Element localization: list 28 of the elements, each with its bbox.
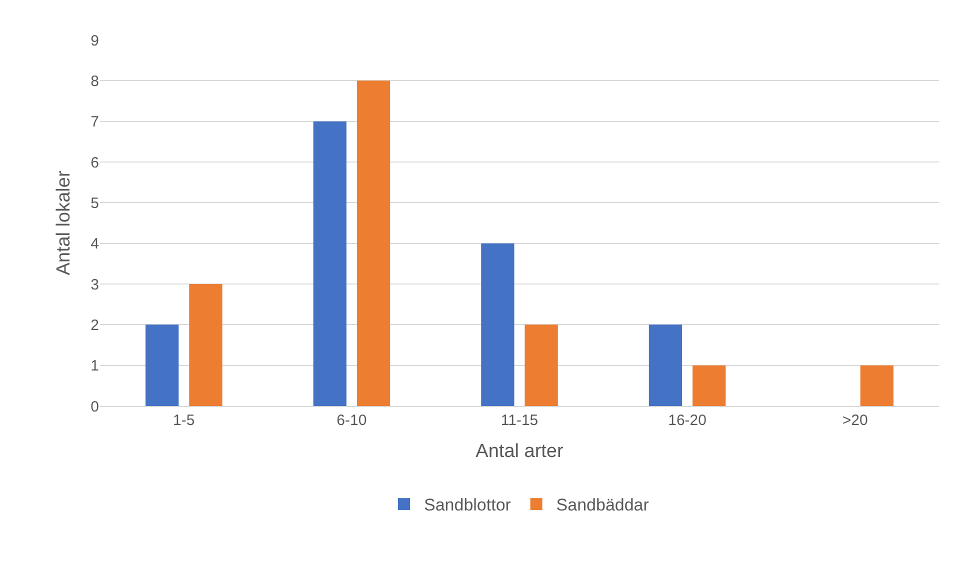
y-tick-label: 3 [90, 276, 99, 294]
y-tick-label: 4 [90, 236, 99, 253]
y-tick-label: 5 [90, 194, 99, 212]
x-tick-label: 11-15 [500, 412, 538, 429]
x-tick-label: 16-20 [668, 412, 706, 429]
y-tick-label: 9 [90, 32, 99, 50]
x-tick-label: >20 [842, 412, 868, 429]
bar [648, 324, 682, 406]
x-axis-title: Antal arter [476, 440, 564, 462]
bar [356, 80, 390, 406]
y-tick-label: 1 [90, 358, 99, 375]
bar [313, 121, 346, 406]
bar [860, 365, 894, 406]
legend-label: Sandbäddar [556, 496, 650, 515]
y-tick-label: 2 [90, 316, 99, 334]
legend-label: Sandblottor [424, 496, 512, 515]
bar [524, 324, 558, 406]
bar [481, 243, 514, 406]
bar [189, 284, 222, 406]
bar [692, 365, 726, 406]
y-axis-title: Antal lokaler [54, 170, 75, 276]
x-tick-label: 1-5 [173, 412, 195, 429]
y-tick-label: 8 [90, 72, 99, 90]
x-tick-label: 6-10 [336, 412, 367, 429]
y-tick-label: 0 [90, 398, 99, 416]
y-tick-label: 6 [90, 154, 99, 172]
y-tick-label: 7 [90, 114, 99, 131]
bar [146, 324, 179, 406]
